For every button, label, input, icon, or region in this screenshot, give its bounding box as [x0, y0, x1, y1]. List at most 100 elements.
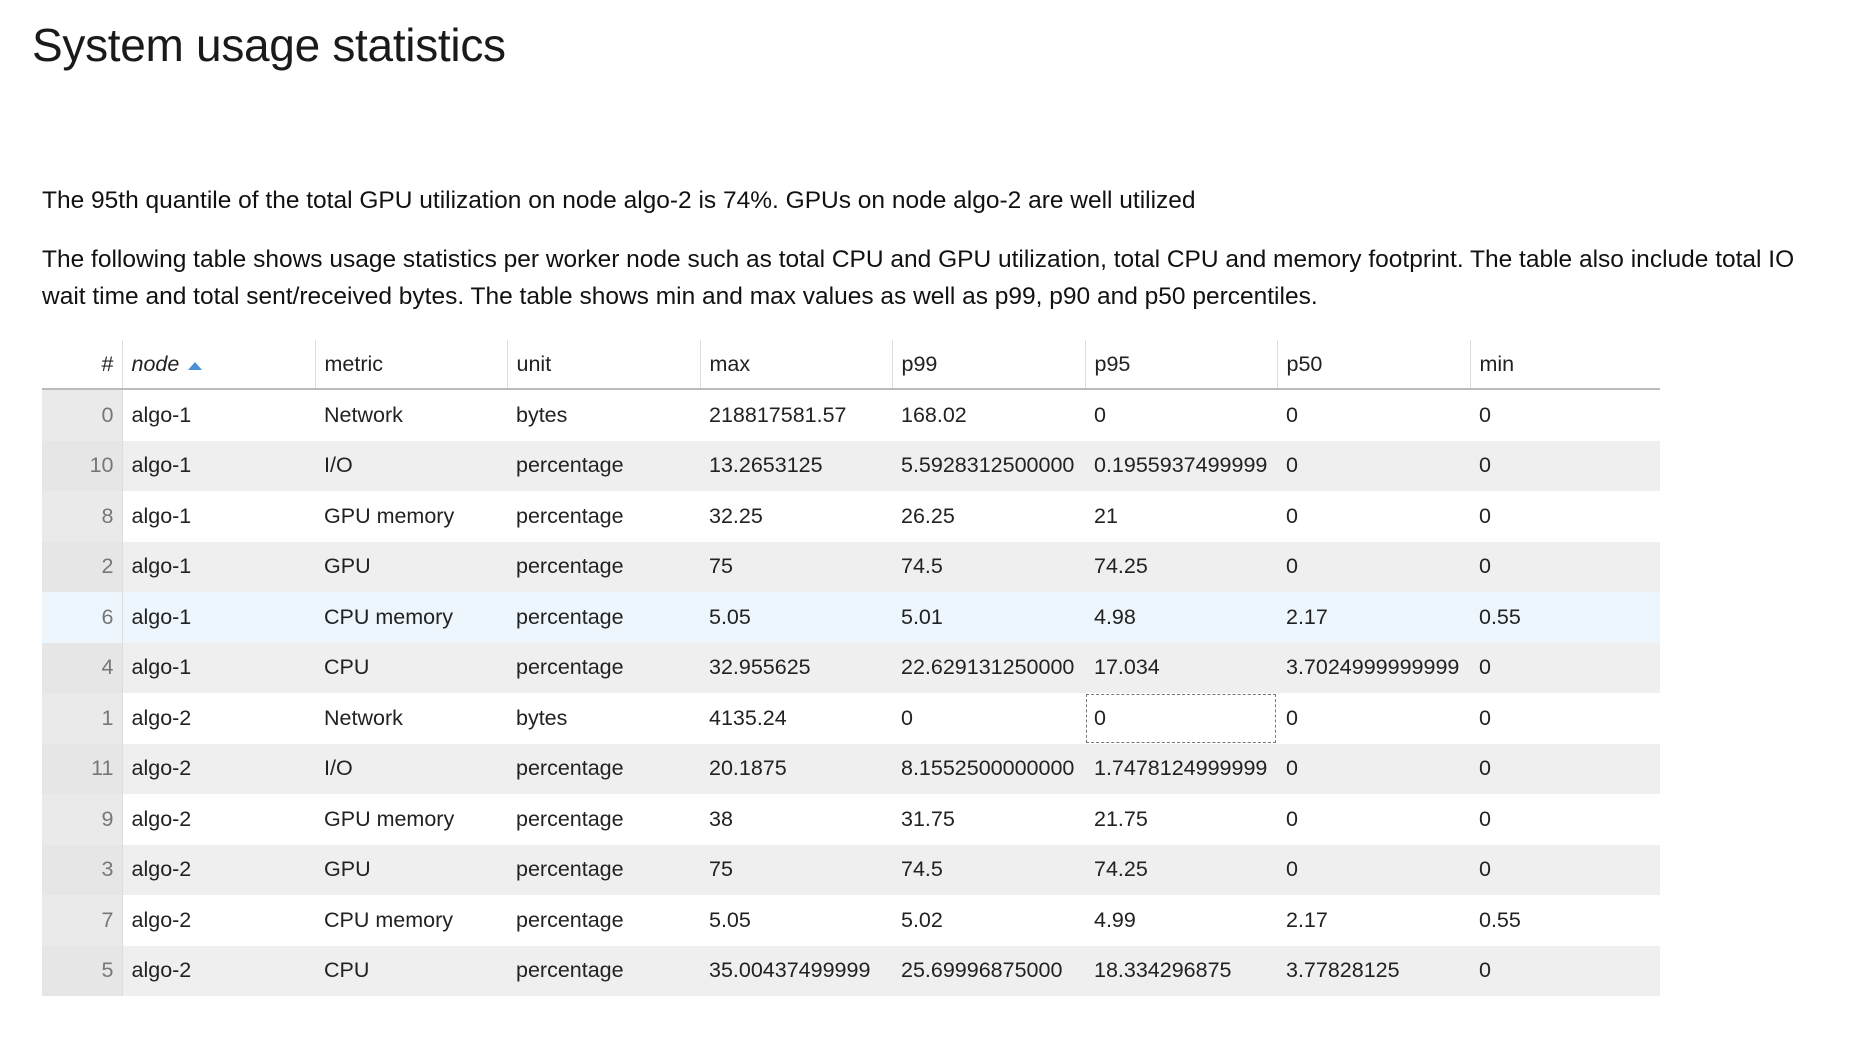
- table-cell[interactable]: 0.55: [1470, 592, 1660, 643]
- column-header[interactable]: unit: [506, 340, 700, 390]
- column-header[interactable]: p99: [891, 340, 1085, 390]
- table-cell[interactable]: 21: [1094, 503, 1118, 528]
- table-cell[interactable]: CPU: [315, 642, 507, 693]
- table-cell[interactable]: algo-1: [122, 541, 315, 592]
- table-cell[interactable]: percentage: [516, 806, 624, 831]
- table-cell[interactable]: 3.7024999999999: [1277, 642, 1470, 693]
- table-cell[interactable]: I/O: [315, 440, 507, 491]
- table-cell[interactable]: 18.334296875: [1085, 945, 1277, 996]
- row-index[interactable]: 4: [42, 642, 123, 693]
- table-cell[interactable]: 168.02: [901, 402, 967, 427]
- table-cell[interactable]: 0: [1085, 693, 1277, 744]
- table-row[interactable]: 4 algo-1 CPU percentage 32.955625 22.62913125…: [42, 642, 1660, 693]
- table-row[interactable]: 7 algo-2 CPU memory percentage 5.05 5.02 4.99 2…: [42, 895, 1660, 946]
- table-cell[interactable]: 0: [1470, 642, 1660, 693]
- table-row[interactable]: 5 algo-2 CPU percentage 35.00437499999 25.699…: [42, 945, 1660, 996]
- row-index[interactable]: 3: [42, 844, 123, 895]
- row-index[interactable]: 5: [42, 945, 123, 996]
- row-index[interactable]: 9: [42, 794, 123, 845]
- table-cell[interactable]: 0: [901, 705, 913, 730]
- table-cell[interactable]: 35.00437499999: [700, 945, 892, 996]
- table-row[interactable]: 11 algo-2 I/O percentage 20.1875 8.1552500000…: [42, 743, 1660, 794]
- table-cell[interactable]: percentage: [516, 907, 624, 932]
- table-cell[interactable]: percentage: [507, 541, 700, 592]
- table-cell[interactable]: bytes: [516, 705, 568, 730]
- table-cell[interactable]: 0: [1470, 844, 1660, 895]
- table-cell[interactable]: 13.2653125: [700, 440, 892, 491]
- table-cell[interactable]: 0: [1277, 541, 1470, 592]
- table-cell[interactable]: 0: [1277, 844, 1470, 895]
- table-cell[interactable]: bytes: [516, 402, 568, 427]
- table-cell[interactable]: 75: [700, 541, 892, 592]
- table-cell[interactable]: Network: [324, 402, 403, 427]
- row-index[interactable]: 0: [42, 389, 123, 441]
- table-cell[interactable]: algo-2: [131, 806, 192, 831]
- row-index[interactable]: 1: [42, 693, 123, 744]
- table-cell[interactable]: 5.5928312500000: [892, 440, 1085, 491]
- table-cell[interactable]: 32.25: [709, 503, 763, 528]
- table-cell[interactable]: CPU memory: [315, 592, 507, 643]
- table-cell[interactable]: algo-1: [122, 642, 315, 693]
- table-cell[interactable]: GPU memory: [324, 503, 455, 528]
- table-row[interactable]: 8 algo-1 GPU memory percentage 32.25 26.25 21 0…: [42, 491, 1660, 542]
- table-cell[interactable]: 4.99: [1094, 907, 1136, 932]
- table-cell[interactable]: 0: [1277, 743, 1470, 794]
- table-cell[interactable]: percentage: [507, 844, 700, 895]
- table-cell[interactable]: 38: [709, 806, 733, 831]
- table-cell[interactable]: 0: [1094, 402, 1106, 427]
- column-header[interactable]: min: [1469, 340, 1660, 390]
- table-row[interactable]: 1 algo-2 Network bytes 4135.24 0 0 0 0: [42, 693, 1660, 744]
- table-cell[interactable]: 75: [700, 844, 892, 895]
- table-cell[interactable]: 0: [1479, 806, 1491, 831]
- column-header[interactable]: max: [699, 340, 892, 390]
- table-cell[interactable]: 4135.24: [709, 705, 787, 730]
- table-cell[interactable]: percentage: [507, 743, 700, 794]
- table-cell[interactable]: 21.75: [1094, 806, 1148, 831]
- table-cell[interactable]: algo-2: [122, 945, 315, 996]
- table-row[interactable]: 9 algo-2 GPU memory percentage 38 31.75 21.75 0…: [42, 794, 1660, 845]
- table-cell[interactable]: 2.17: [1277, 592, 1470, 643]
- table-cell[interactable]: 26.25: [901, 503, 955, 528]
- table-cell[interactable]: 74.25: [1085, 541, 1277, 592]
- table-cell[interactable]: algo-1: [131, 402, 192, 427]
- table-cell[interactable]: 0: [1479, 705, 1491, 730]
- table-cell[interactable]: 74.25: [1085, 844, 1277, 895]
- table-cell[interactable]: percentage: [516, 503, 624, 528]
- table-cell[interactable]: 8.1552500000000: [892, 743, 1085, 794]
- table-cell[interactable]: CPU memory: [324, 907, 454, 932]
- table-cell[interactable]: 0.55: [1479, 907, 1521, 932]
- table-cell[interactable]: percentage: [507, 945, 700, 996]
- table-cell[interactable]: 0: [1286, 705, 1298, 730]
- table-cell[interactable]: 22.629131250000: [892, 642, 1085, 693]
- row-index[interactable]: 6: [42, 592, 123, 643]
- table-cell[interactable]: 74.5: [892, 844, 1085, 895]
- table-cell[interactable]: algo-2: [122, 844, 315, 895]
- table-cell[interactable]: algo-1: [122, 592, 315, 643]
- table-cell[interactable]: 0: [1286, 402, 1298, 427]
- table-cell[interactable]: 0: [1470, 541, 1660, 592]
- table-cell[interactable]: I/O: [315, 743, 507, 794]
- table-cell[interactable]: 5.05: [709, 907, 751, 932]
- table-cell[interactable]: 5.02: [901, 907, 943, 932]
- table-cell[interactable]: algo-2: [131, 705, 192, 730]
- table-cell[interactable]: GPU: [315, 844, 507, 895]
- table-cell[interactable]: 20.1875: [700, 743, 892, 794]
- table-cell[interactable]: algo-1: [131, 503, 192, 528]
- row-index[interactable]: 10: [42, 440, 123, 491]
- table-cell[interactable]: 74.5: [892, 541, 1085, 592]
- table-cell[interactable]: 0: [1479, 402, 1491, 427]
- column-header[interactable]: node: [121, 340, 315, 390]
- column-header[interactable]: p95: [1084, 340, 1277, 390]
- table-cell[interactable]: GPU: [315, 541, 507, 592]
- row-index[interactable]: 2: [42, 541, 123, 592]
- column-header[interactable]: p50: [1276, 340, 1470, 390]
- row-index[interactable]: 7: [42, 895, 123, 946]
- row-index[interactable]: 8: [42, 491, 123, 542]
- table-cell[interactable]: 0: [1286, 503, 1298, 528]
- table-cell[interactable]: 25.69996875000: [892, 945, 1085, 996]
- table-row[interactable]: 2 algo-1 GPU percentage 75 74.5 74.25 0 0: [42, 541, 1660, 592]
- table-cell[interactable]: 0: [1277, 440, 1470, 491]
- column-header[interactable]: metric: [314, 340, 507, 390]
- table-cell[interactable]: 5.01: [892, 592, 1085, 643]
- column-header[interactable]: #: [42, 340, 122, 390]
